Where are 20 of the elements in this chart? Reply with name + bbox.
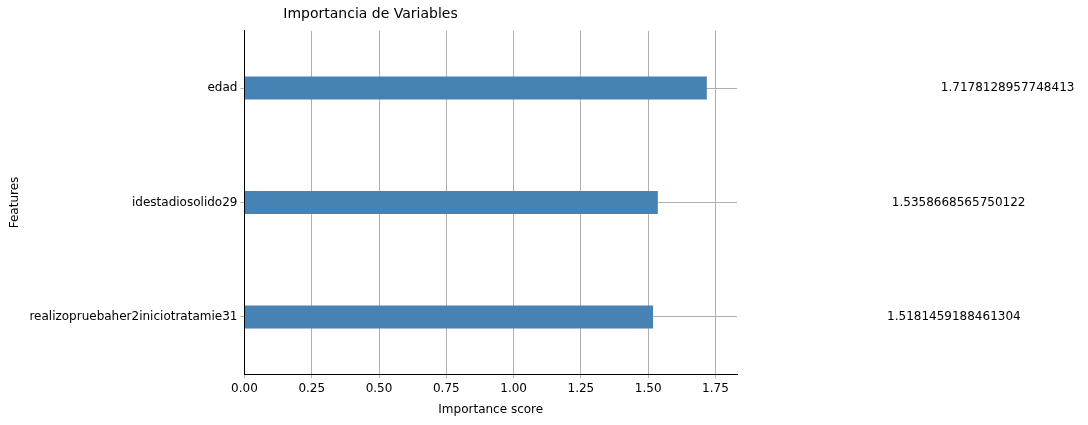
x-axis-title: Importance score (438, 401, 544, 416)
y-tick-label: idestadiosolido29 (132, 194, 238, 209)
y-tick-label: realizopruebaher2iniciotratamie31 (29, 309, 238, 324)
text: 1.5358668565750122 (891, 194, 1026, 209)
bar (244, 305, 654, 329)
bar (244, 191, 658, 214)
x-tick-label: 1.00 (500, 380, 527, 395)
x-tick-label: 0.25 (298, 380, 326, 395)
y-axis-title: Features (7, 176, 22, 229)
x-tick-label: 0.00 (231, 380, 258, 395)
x-tick-label: 1.50 (634, 380, 662, 395)
x-tick-label: 0.50 (365, 380, 393, 395)
chart-title: Importancia de Variables (283, 5, 458, 22)
x-tick-label: 1.25 (567, 380, 595, 395)
text: 1.7178128957748413 (940, 80, 1075, 95)
text: 1.5181459188461304 (887, 309, 1021, 324)
bar (244, 76, 707, 100)
y-tick-label: edad (207, 80, 238, 95)
x-tick-label: 1.75 (702, 380, 729, 395)
x-tick-label: 0.75 (432, 380, 460, 395)
